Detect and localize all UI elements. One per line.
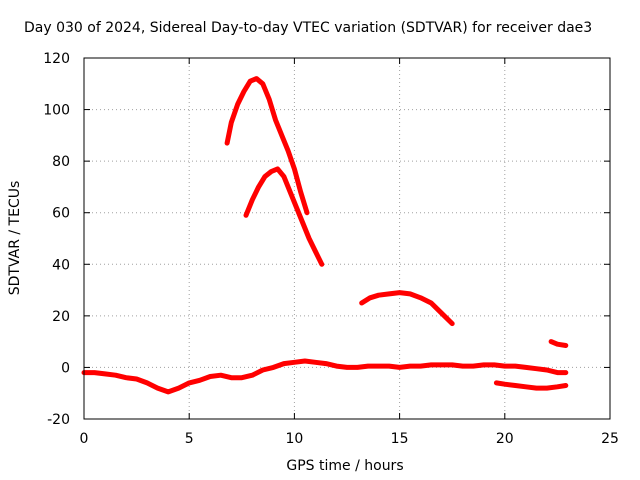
grid: [84, 58, 610, 419]
x-tick-label: 5: [185, 431, 194, 447]
x-tick-label: 10: [285, 431, 303, 447]
series-arc-1: [224, 76, 310, 216]
series-arc-6: [81, 358, 569, 395]
x-axis-label: GPS time / hours: [286, 458, 403, 474]
series-arc-4: [548, 339, 569, 348]
y-tick-label: 60: [52, 206, 70, 222]
series-arc-2: [243, 166, 325, 267]
chart-title: Day 030 of 2024, Sidereal Day-to-day VTE…: [24, 20, 592, 36]
y-tick-label: 0: [61, 360, 70, 376]
series-arc-3: [359, 290, 455, 327]
x-tick-label: 20: [496, 431, 514, 447]
series-arc-5: [493, 380, 569, 391]
x-tick-label: 25: [601, 431, 619, 447]
x-tick-label: 0: [80, 431, 89, 447]
y-axis-label: SDTVAR / TECUs: [7, 181, 23, 296]
plot-area: [81, 76, 569, 395]
y-tick-label: 80: [52, 154, 70, 170]
y-tick-label: -20: [47, 412, 70, 428]
y-tick-label: 40: [52, 257, 70, 273]
x-tick-label: 15: [391, 431, 409, 447]
y-tick-label: 120: [43, 51, 70, 67]
y-tick-label: 100: [43, 103, 70, 119]
plot-frame: [83, 57, 611, 420]
axis-ticks: 0 5 10 15 20 25 -20 0 20 40 60 80 100 120: [43, 51, 619, 447]
y-tick-label: 20: [52, 309, 70, 325]
